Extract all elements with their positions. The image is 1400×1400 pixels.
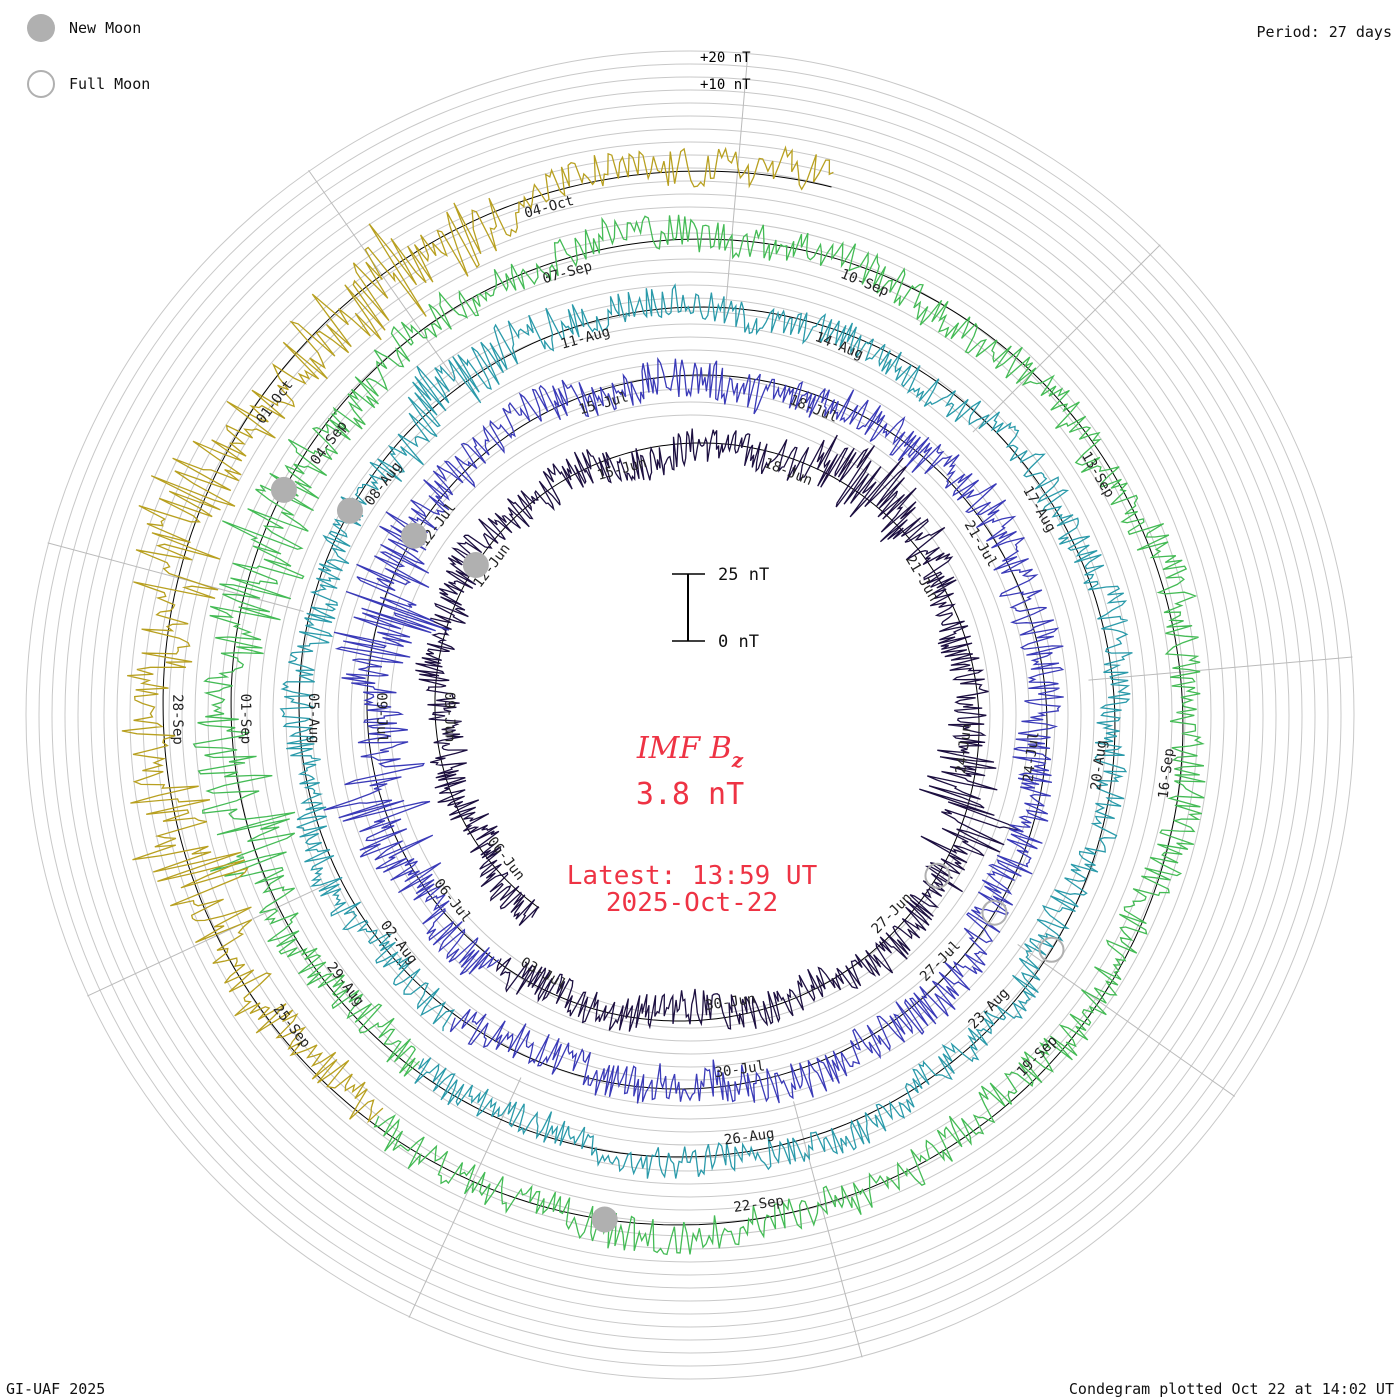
day-spoke <box>1017 944 1236 1097</box>
date-label: 09-Jun <box>441 692 457 743</box>
grid-ring <box>103 128 1277 1302</box>
grid-ring <box>129 154 1251 1276</box>
new-moon-marker <box>591 1206 618 1233</box>
grid-ring <box>220 245 1160 1185</box>
date-label: 09-Jul <box>373 692 389 743</box>
trace-rotation-1 <box>415 428 1022 1032</box>
latest-date: 2025-Oct-22 <box>606 888 778 918</box>
grid-ring <box>272 297 1108 1133</box>
date-label: 29-Aug <box>323 960 367 1010</box>
new-moon-icon <box>27 14 55 42</box>
grid-ring <box>77 102 1303 1328</box>
grid-ring <box>64 89 1316 1341</box>
legend-full-moon: Full Moon <box>27 70 150 98</box>
date-label: 14-Aug <box>813 329 866 363</box>
grid-ring <box>51 76 1329 1354</box>
date-label: 30-Jul <box>714 1058 766 1081</box>
day-spoke <box>724 52 749 317</box>
day-spoke <box>308 169 461 388</box>
new-moon-label: New Moon <box>69 19 142 37</box>
latest-time: Latest: 13:59 UT <box>567 861 818 891</box>
scale-bar <box>672 573 705 642</box>
grid-ring <box>311 336 1069 1094</box>
ring-grid <box>25 50 1355 1380</box>
full-moon-marker <box>1038 936 1065 963</box>
legend-new-moon: New Moon <box>27 14 141 42</box>
grid-ring <box>25 50 1355 1380</box>
trace-rotation-3 <box>279 283 1133 1179</box>
grid-ring <box>90 115 1290 1315</box>
center-title: IMF Bz <box>636 731 744 772</box>
full-moon-marker <box>981 899 1008 926</box>
new-moon-marker <box>462 552 489 579</box>
day-spoke <box>408 1077 522 1318</box>
date-label: 24-Jul <box>1021 731 1043 783</box>
day-spoke <box>972 244 1161 433</box>
grid-ring <box>194 219 1186 1211</box>
date-label: 26-Aug <box>723 1126 775 1149</box>
moon-markers <box>270 476 1065 1233</box>
date-label: 20-Aug <box>1088 739 1110 791</box>
date-label: 30-Jun <box>704 991 756 1014</box>
day-spoke <box>1088 656 1353 681</box>
date-label: 24-Jun <box>953 723 975 775</box>
full-moon-icon <box>27 70 55 98</box>
grid-ring <box>142 167 1238 1263</box>
current-value: 3.8 nT <box>636 777 744 812</box>
grid-ring <box>376 401 1004 1029</box>
grid-ring <box>38 63 1342 1367</box>
day-spoke <box>793 1101 863 1358</box>
grid-ring <box>155 180 1225 1250</box>
grid-ring <box>233 258 1147 1172</box>
new-moon-marker <box>401 522 428 549</box>
trace-rotation-2 <box>323 356 1065 1104</box>
date-label: 16-Sep <box>1156 747 1178 799</box>
grid-ring <box>168 193 1212 1237</box>
grid-ring <box>259 284 1121 1146</box>
scale-bar-bottom-label: 0 nT <box>718 632 759 652</box>
date-label: 08-Aug <box>362 459 405 509</box>
new-moon-marker <box>270 476 297 503</box>
center-title-main: IMF B <box>636 731 732 766</box>
day-spoke <box>47 542 304 612</box>
date-label: 15-Jun <box>595 455 648 484</box>
date-label: 19-Sep <box>1014 1033 1061 1080</box>
date-label: 05-Aug <box>305 693 321 744</box>
date-label: 18-Jul <box>787 392 840 426</box>
data-traces <box>121 145 1206 1256</box>
grid-ring <box>116 141 1264 1289</box>
new-moon-marker <box>336 497 363 524</box>
grid-ring <box>350 375 1030 1055</box>
grid-ring <box>285 310 1095 1120</box>
date-label: 28-Sep <box>169 694 185 745</box>
day-spokes <box>47 52 1353 1358</box>
center-title-subscript: z <box>731 748 744 772</box>
scale-bar-top-label: 25 nT <box>718 565 769 585</box>
date-label: 01-Sep <box>237 694 253 745</box>
trace-rotation-4 <box>192 214 1206 1256</box>
date-label: 27-Jul <box>917 938 964 985</box>
full-moon-marker <box>924 862 951 889</box>
date-label: 22-Sep <box>733 1193 785 1216</box>
grid-ring <box>324 349 1056 1081</box>
date-label: 11-Aug <box>559 324 612 353</box>
grid-ring <box>246 271 1134 1159</box>
footer-credit: GI-UAF 2025 <box>6 1380 106 1398</box>
full-moon-label: Full Moon <box>69 75 151 93</box>
trace-rotation-5 <box>121 145 834 1124</box>
grid-ring <box>207 232 1173 1198</box>
grid-ring <box>181 206 1199 1224</box>
period-label: Period: 27 days <box>1256 23 1392 41</box>
ring-label-plus20: +20 nT <box>700 50 751 66</box>
ring-label-plus10: +10 nT <box>700 77 751 93</box>
grid-ring <box>363 388 1017 1042</box>
day-spoke <box>87 883 328 997</box>
date-label: 18-Jun <box>762 455 815 489</box>
footer-plot-time: Condegram plotted Oct 22 at 14:02 UT <box>1068 1380 1394 1398</box>
